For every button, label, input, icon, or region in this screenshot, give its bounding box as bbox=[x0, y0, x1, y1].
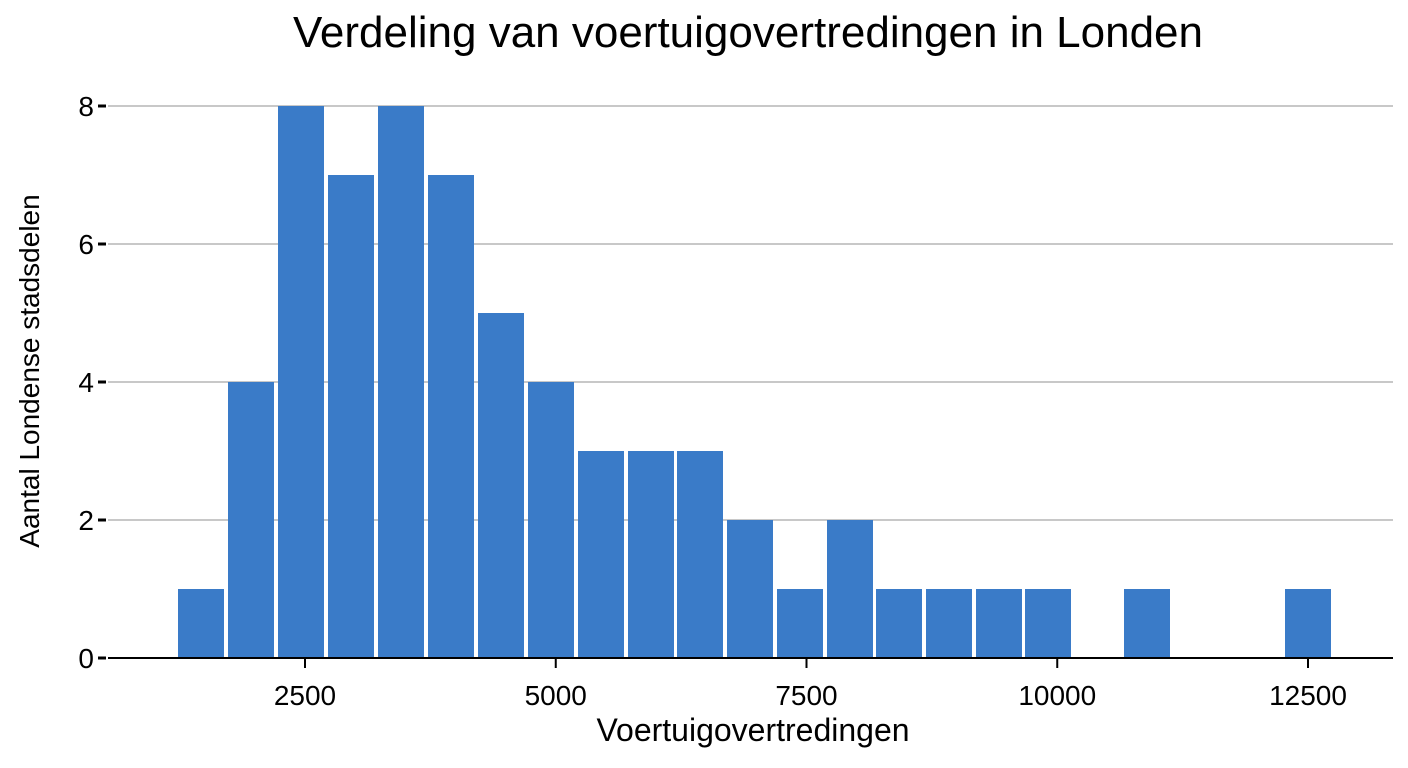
y-axis-label: Aantal Londense stadsdelen bbox=[14, 194, 45, 548]
histogram-bar bbox=[478, 313, 524, 658]
histogram-bar bbox=[827, 520, 873, 658]
y-tick-label: 4 bbox=[78, 367, 94, 398]
histogram-bar bbox=[378, 106, 424, 658]
histogram-bar bbox=[528, 382, 574, 658]
chart-title: Verdeling van voertuigovertredingen in L… bbox=[293, 8, 1203, 57]
histogram-bar bbox=[578, 451, 624, 658]
x-tick-label: 2500 bbox=[274, 680, 336, 711]
histogram-bar bbox=[876, 589, 922, 658]
histogram-bar bbox=[777, 589, 823, 658]
histogram-bar bbox=[178, 589, 224, 658]
x-axis-label: Voertuigovertredingen bbox=[596, 712, 910, 748]
histogram-bar bbox=[278, 106, 324, 658]
histogram-bar bbox=[727, 520, 773, 658]
x-tick-label: 10000 bbox=[1018, 680, 1096, 711]
histogram-bar bbox=[677, 451, 723, 658]
x-tick-label: 5000 bbox=[525, 680, 587, 711]
histogram-bar bbox=[628, 451, 674, 658]
y-tick-label: 8 bbox=[78, 91, 94, 122]
y-tick-label: 6 bbox=[78, 229, 94, 260]
histogram-bar bbox=[328, 175, 374, 658]
histogram-bar bbox=[1285, 589, 1331, 658]
histogram-bar bbox=[1025, 589, 1071, 658]
histogram-bar bbox=[428, 175, 474, 658]
y-tick-label: 2 bbox=[78, 505, 94, 536]
histogram-bar bbox=[926, 589, 972, 658]
x-tick-label: 7500 bbox=[775, 680, 837, 711]
histogram-bar bbox=[228, 382, 274, 658]
y-tick-label: 0 bbox=[78, 643, 94, 674]
x-tick-label: 12500 bbox=[1269, 680, 1347, 711]
histogram-bar bbox=[976, 589, 1022, 658]
histogram-bar bbox=[1124, 589, 1170, 658]
